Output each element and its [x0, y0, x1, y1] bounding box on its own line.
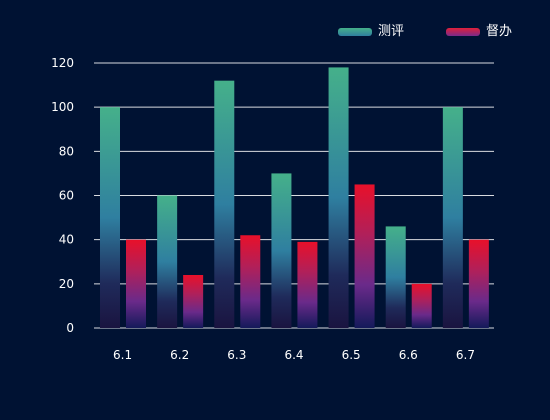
x-tick-label: 6.1: [113, 348, 132, 362]
legend-swatch-series-1: [338, 28, 372, 36]
bar-series-2-6.3[interactable]: [240, 235, 261, 328]
y-tick-label: 60: [59, 189, 74, 203]
bar-series-1-6.5[interactable]: [328, 67, 349, 329]
legend-item-series-2[interactable]: 督办: [446, 24, 512, 40]
legend-swatch-series-2: [446, 28, 481, 36]
x-axis-ticks: 6.1 6.2 6.3 6.4 6.5 6.6 6.7: [113, 348, 475, 362]
bar-series-1-6.1[interactable]: [100, 107, 120, 329]
bar-series-1-6.3[interactable]: [214, 80, 235, 329]
x-tick-label: 6.3: [227, 348, 246, 362]
bar-series-2-6.2[interactable]: [183, 275, 204, 328]
legend-label-series-1: 测评: [378, 24, 405, 39]
y-tick-label: 0: [66, 321, 74, 335]
x-tick-label: 6.2: [170, 348, 189, 362]
y-tick-label: 40: [59, 233, 74, 247]
bar-series-2-6.4[interactable]: [297, 241, 318, 328]
bar-series-1-6.2[interactable]: [157, 195, 178, 329]
y-tick-label: 120: [51, 56, 74, 70]
grid-lines: [94, 62, 494, 329]
bar-series-2-6.5[interactable]: [354, 184, 375, 328]
chart-legend: 测评 督办: [338, 24, 512, 40]
legend-label-series-2: 督办: [486, 24, 513, 39]
y-tick-label: 100: [51, 100, 74, 114]
x-tick-label: 6.5: [342, 348, 361, 362]
x-tick-label: 6.7: [456, 348, 475, 362]
bar-series-2-6.1[interactable]: [126, 239, 146, 328]
bar-series-2-6.7[interactable]: [468, 239, 489, 328]
bar-series-1-6.4[interactable]: [271, 173, 292, 328]
bars: [100, 67, 489, 329]
x-tick-label: 6.6: [399, 348, 418, 362]
y-axis-ticks: 0 20 40 60 80 100 120: [51, 56, 74, 335]
legend-item-series-1[interactable]: 测评: [338, 24, 404, 40]
bar-series-1-6.7[interactable]: [442, 107, 463, 329]
y-tick-label: 80: [59, 144, 74, 158]
x-tick-label: 6.4: [284, 348, 303, 362]
y-tick-label: 20: [59, 277, 74, 291]
bar-series-1-6.6[interactable]: [385, 226, 406, 328]
bar-series-2-6.6[interactable]: [411, 283, 432, 328]
